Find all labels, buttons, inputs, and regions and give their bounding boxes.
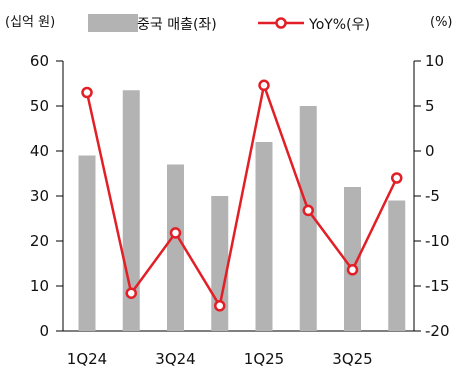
legend-line-marker [275, 17, 287, 29]
bar [299, 106, 317, 331]
bar [78, 155, 96, 331]
right-tick-label: 10 [425, 52, 444, 70]
bar [344, 187, 361, 331]
left-tick-label: 40 [30, 142, 49, 160]
left-axis-ticks: 0 10 20 30 40 50 60 [30, 52, 63, 340]
legend-bar-label: 중국 매출(좌) [137, 17, 217, 33]
x-tick-label: 3Q24 [155, 350, 195, 368]
x-tick-label: 1Q24 [67, 350, 107, 368]
yoy-point [125, 287, 137, 299]
right-tick-label: -5 [425, 187, 440, 205]
left-axis-unit: (십억 원) [5, 15, 55, 30]
x-axis-ticks: 1Q24 3Q24 1Q25 3Q25 [67, 350, 373, 368]
legend: 중국 매출(좌) YoY%(우) [88, 14, 370, 33]
bar-series [78, 90, 406, 331]
yoy-point [391, 172, 403, 184]
left-tick-label: 60 [30, 52, 49, 70]
left-tick-label: 0 [39, 322, 49, 340]
right-tick-label: 0 [425, 142, 435, 160]
bar [388, 200, 406, 331]
x-tick-label: 1Q25 [244, 350, 284, 368]
right-tick-label: -20 [425, 322, 450, 340]
right-tick-label: -10 [425, 232, 450, 250]
right-tick-label: -15 [425, 277, 450, 295]
yoy-point [302, 204, 314, 217]
yoy-point [81, 86, 93, 99]
left-tick-label: 30 [30, 187, 49, 205]
legend-bar-swatch [88, 14, 138, 32]
left-tick-label: 20 [30, 232, 49, 250]
line-series [81, 79, 403, 312]
right-axis-ticks: 10 5 0 -5 -10 -15 -20 [414, 52, 450, 340]
left-tick-label: 50 [30, 97, 49, 115]
left-tick-label: 10 [30, 277, 49, 295]
right-tick-label: 5 [425, 97, 435, 115]
bar [255, 142, 273, 331]
yoy-point [258, 79, 270, 92]
yoy-point [346, 264, 359, 276]
yoy-point [169, 227, 182, 239]
bar [167, 164, 184, 331]
x-tick-label: 3Q25 [332, 350, 372, 368]
legend-line-label: YoY%(우) [308, 17, 370, 33]
yoy-line [85, 84, 398, 308]
yoy-point [214, 300, 226, 312]
right-axis-unit: (%) [430, 15, 453, 30]
